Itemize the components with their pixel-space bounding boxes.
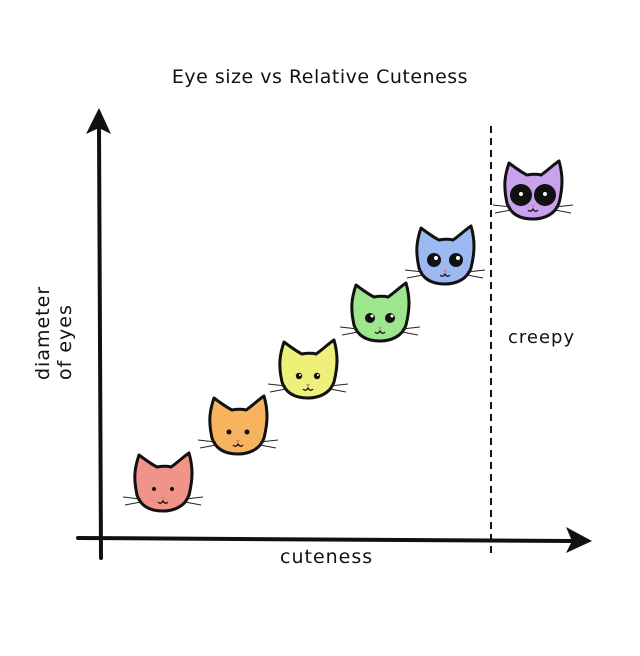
x-axis bbox=[76, 527, 592, 553]
data-point-cat-1 bbox=[121, 451, 205, 513]
x-axis-label: cuteness bbox=[280, 546, 374, 568]
y-axis-label-line-1: diameter bbox=[32, 285, 54, 380]
creepy-annotation: creepy bbox=[508, 327, 576, 348]
data-point-cat-4 bbox=[338, 281, 422, 343]
data-point-cat-2 bbox=[196, 394, 280, 456]
data-point-cat-3 bbox=[266, 338, 350, 400]
y-axis bbox=[86, 108, 111, 560]
y-axis-label-line-2: of eyes bbox=[54, 304, 76, 380]
x-axis-arrow-icon bbox=[566, 527, 592, 553]
data-point-cat-5 bbox=[403, 224, 487, 286]
chart-title: Eye size vs Relative Cuteness bbox=[171, 66, 469, 88]
data-point-cat-6 bbox=[491, 159, 575, 221]
y-axis-label: diameter of eyes bbox=[32, 286, 76, 380]
y-axis-arrow-icon bbox=[86, 108, 111, 134]
